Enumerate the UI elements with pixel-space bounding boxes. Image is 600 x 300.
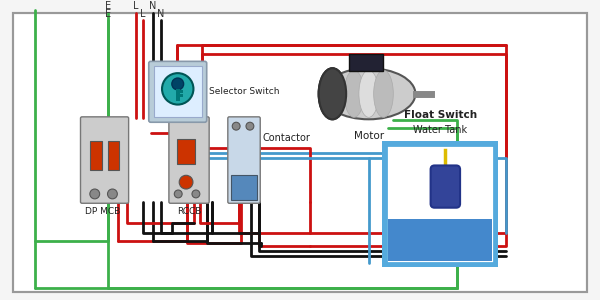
Text: Contactor: Contactor — [263, 133, 311, 143]
Circle shape — [172, 78, 184, 90]
Text: E: E — [106, 1, 112, 11]
Ellipse shape — [344, 70, 364, 117]
Bar — [382, 141, 499, 267]
FancyBboxPatch shape — [228, 117, 260, 203]
FancyBboxPatch shape — [80, 117, 128, 203]
Text: DP MCB: DP MCB — [85, 207, 120, 216]
Ellipse shape — [319, 68, 346, 119]
Ellipse shape — [374, 70, 393, 117]
Circle shape — [232, 122, 240, 130]
Text: Water Tank: Water Tank — [413, 125, 467, 135]
Circle shape — [90, 189, 100, 199]
Bar — [154, 66, 202, 117]
Circle shape — [107, 189, 118, 199]
Bar — [388, 220, 493, 261]
Text: Motor: Motor — [353, 131, 384, 141]
Text: E: E — [106, 9, 112, 19]
Bar — [176, 89, 179, 100]
Circle shape — [246, 122, 254, 130]
Bar — [386, 145, 494, 263]
Text: RCCB: RCCB — [177, 207, 201, 216]
Circle shape — [179, 175, 193, 189]
Text: L: L — [140, 9, 146, 19]
Circle shape — [174, 190, 182, 198]
Text: L: L — [133, 1, 139, 11]
Text: Float Switch: Float Switch — [404, 110, 477, 120]
Bar — [349, 53, 383, 71]
Ellipse shape — [359, 70, 379, 117]
Text: N: N — [149, 1, 157, 11]
Bar — [179, 90, 182, 93]
Circle shape — [192, 190, 200, 198]
Bar — [177, 139, 195, 164]
Bar — [90, 141, 101, 170]
Text: N: N — [157, 9, 164, 19]
Bar — [179, 94, 182, 97]
FancyBboxPatch shape — [169, 117, 209, 203]
Bar — [107, 141, 119, 170]
FancyBboxPatch shape — [431, 166, 460, 208]
Ellipse shape — [319, 68, 346, 119]
Text: Selector Switch: Selector Switch — [209, 87, 279, 96]
Bar — [231, 175, 257, 200]
Circle shape — [162, 73, 193, 105]
FancyBboxPatch shape — [149, 61, 207, 122]
Ellipse shape — [322, 68, 415, 119]
